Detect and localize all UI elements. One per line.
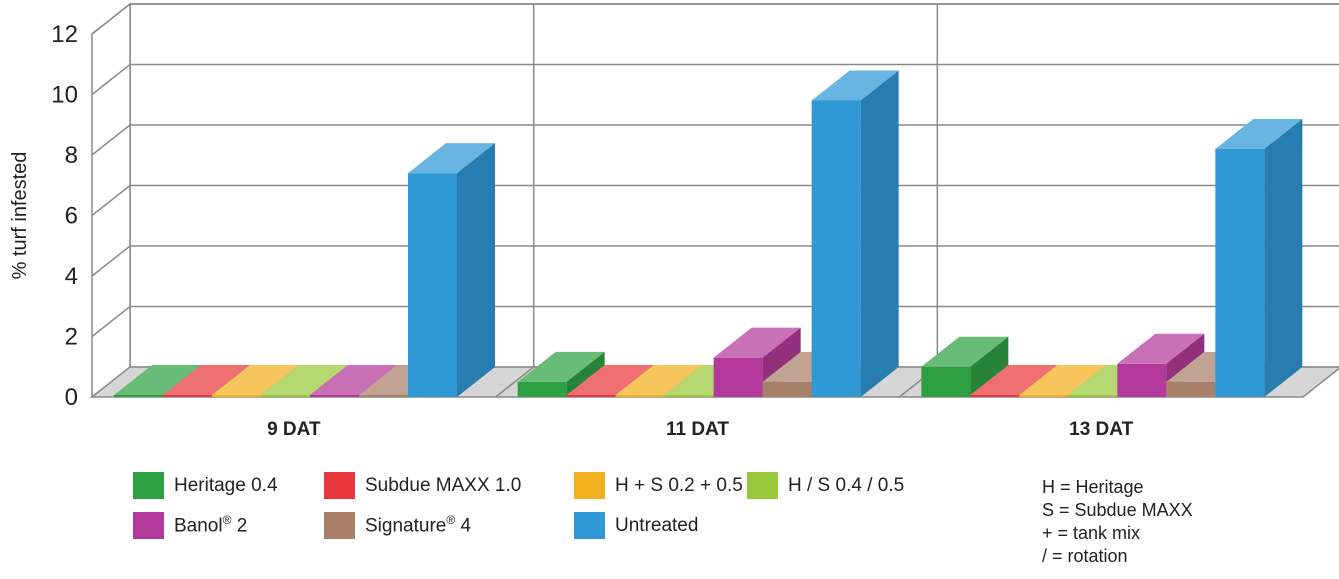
bar-front [1215,148,1265,397]
registered-mark: ® [222,513,232,528]
y-tick-label: 10 [51,82,78,109]
bar-front [762,381,812,397]
legend-swatch [324,512,355,539]
legend-item-h-plus-s: H + S 0.2 + 0.5 [574,472,743,499]
bar-top [615,365,703,395]
bar-front [261,395,310,397]
legend-swatch [133,472,164,499]
bar-top [1215,118,1303,149]
legend-item-banol: Banol® 2 [133,512,247,539]
bar-front [921,366,971,397]
note-tank-mix: + = tank mix [1042,523,1141,543]
legend-label: Subdue MAXX 1.0 [365,474,522,496]
bar-top [970,365,1058,395]
bar-front [517,381,567,397]
legend-label-suffix: 2 [231,515,248,537]
bar-front [408,173,457,397]
bar-front [811,100,861,398]
bar-front [114,395,163,397]
bar-top [1117,333,1205,364]
bar-top [566,365,654,395]
bar-front [615,395,665,397]
bar-top [408,143,495,174]
legend-swatch [324,472,355,499]
y-tick-label: 2 [65,324,78,351]
bar-front [1068,395,1118,397]
bar-top [261,365,348,395]
legend-swatch [133,512,164,539]
bar-front [664,395,714,397]
y-tick-label: 6 [65,203,78,230]
legend-item-untreated: Untreated [574,512,698,539]
category-divider-floor [495,366,535,398]
bar-side [566,351,605,397]
registered-mark: ® [446,513,456,528]
legend-swatch [747,472,778,499]
bar-top [921,336,1009,367]
bar-front [359,395,408,397]
legend-label: H / S 0.4 / 0.5 [788,474,905,496]
legend-label-text: Signature® 4 [365,513,471,537]
bar-front [970,395,1020,397]
abbreviation-notes: H = Heritage S = Subdue MAXX + = tank mi… [1042,476,1193,568]
legend-label: Untreated [615,514,699,536]
bar-front [713,357,763,397]
note-heritage: H = Heritage [1042,477,1144,497]
legend-label: H + S 0.2 + 0.5 [615,474,743,496]
bar-side [1264,118,1303,397]
note-rotation: / = rotation [1042,546,1128,566]
bar-top [713,327,801,358]
legend-label-text: Banol® 2 [174,513,247,537]
bar-top [114,365,201,395]
legend-swatch [574,472,605,499]
bar-top [212,365,299,395]
bar-front [566,395,616,397]
y-tick-label: 12 [51,21,78,48]
bar-front [310,395,359,397]
legend-label: Banol [174,515,223,537]
x-tick-label: 11 DAT [666,419,729,440]
legend-item-h-slash-s: H / S 0.4 / 0.5 [747,472,904,499]
bar-side [860,70,899,398]
legend-item-signature: Signature® 4 [324,512,471,539]
bar-front [1166,381,1216,397]
legend-item-subdue: Subdue MAXX 1.0 [324,472,521,499]
bar-top [310,365,397,395]
bar-side [457,143,495,397]
note-subdue: S = Subdue MAXX [1042,500,1193,520]
legend-label: Signature [365,515,447,537]
y-tick-label: 0 [65,384,78,411]
bar-top [811,70,899,101]
bar-top [517,351,605,382]
bar-top [1019,365,1107,395]
bar-front [163,395,212,397]
y-tick-label: 8 [65,142,78,169]
y-axis-label: % turf infested [9,152,31,280]
bar-side [970,336,1009,397]
legend-swatch [574,512,605,539]
legend-label-suffix: 4 [455,515,472,537]
bar-front [1117,363,1167,397]
legend-item-heritage: Heritage 0.4 [133,472,278,499]
x-tick-label: 9 DAT [267,419,321,440]
bar-top [163,365,250,395]
bar-front [212,395,261,397]
bar-front [1019,395,1069,397]
legend-label: Heritage 0.4 [174,474,278,496]
y-tick-label: 4 [65,263,78,290]
x-tick-label: 13 DAT [1069,419,1133,440]
